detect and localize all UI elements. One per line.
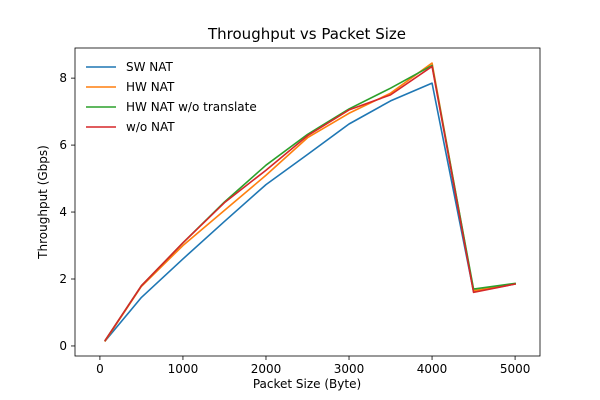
x-tick-label: 5000	[500, 362, 531, 376]
chart-title: Throughput vs Packet Size	[207, 25, 406, 43]
legend-label: SW NAT	[126, 60, 174, 74]
x-tick-label: 2000	[251, 362, 282, 376]
y-tick-label: 0	[59, 339, 67, 353]
x-tick-label: 4000	[417, 362, 448, 376]
legend-label: HW NAT	[126, 80, 175, 94]
y-tick-label: 6	[59, 138, 67, 152]
y-tick-label: 4	[59, 205, 67, 219]
x-tick-label: 3000	[334, 362, 365, 376]
y-axis-label: Throughput (Gbps)	[36, 145, 50, 260]
x-axis-label: Packet Size (Byte)	[253, 377, 361, 391]
x-tick-label: 1000	[168, 362, 199, 376]
legend: SW NAT HW NAT HW NAT w/o translate w/o NAT	[86, 60, 257, 134]
axes-frame	[74, 47, 541, 357]
plot-area	[74, 47, 541, 357]
series-layer	[104, 62, 517, 343]
series-line-4	[104, 65, 517, 342]
y-axis: 0 2 4 6 8	[59, 71, 75, 353]
y-tick-label: 2	[59, 272, 67, 286]
x-axis: 0 1000 2000 3000 4000 5000	[96, 356, 530, 376]
x-tick-label: 0	[96, 362, 104, 376]
y-tick-label: 8	[59, 71, 67, 85]
legend-label: HW NAT w/o translate	[126, 100, 257, 114]
series-line-1	[104, 82, 517, 343]
legend-label: w/o NAT	[126, 120, 175, 134]
